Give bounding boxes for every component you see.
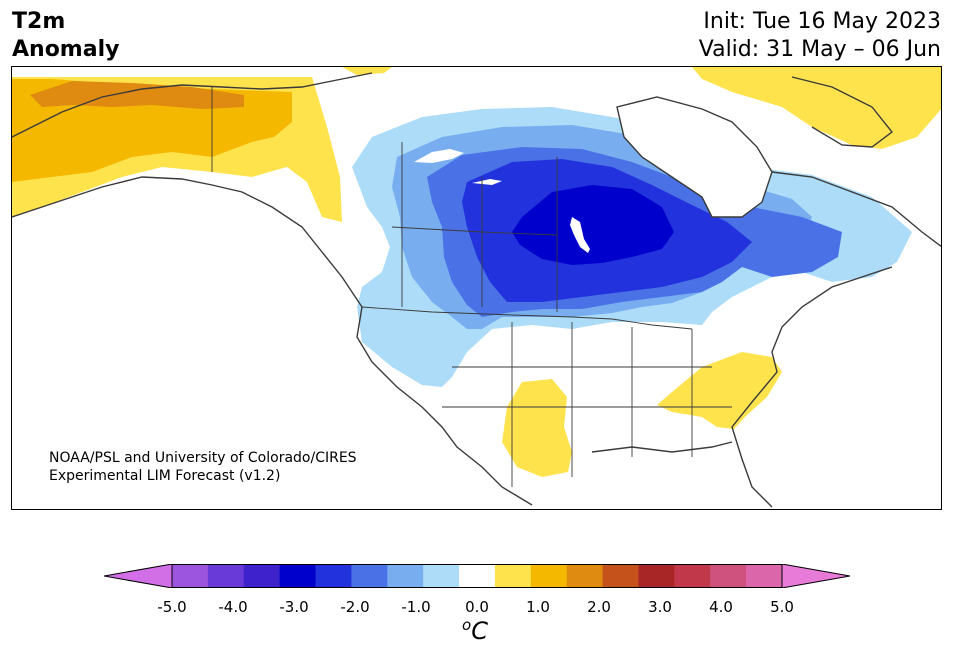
colorbar-segment xyxy=(566,564,604,588)
title-line-1: T2m xyxy=(12,9,66,34)
cold-region-level-5 xyxy=(512,185,674,265)
colorbar-tick-label: 4.0 xyxy=(709,598,733,616)
credit-line-1: NOAA/PSL and University of Colorado/CIRE… xyxy=(49,450,357,466)
colorbar-extend-low xyxy=(104,564,173,588)
political-borders xyxy=(211,87,732,487)
colorbar-segment xyxy=(279,564,317,588)
anomaly-map: NOAA/PSL and University of Colorado/CIRE… xyxy=(11,66,942,510)
colorbar xyxy=(104,564,850,588)
warm-region-alaska-peak xyxy=(30,81,244,109)
unit-celsius: C xyxy=(471,617,488,645)
map-title: T2m Anomaly xyxy=(12,8,119,64)
coastlines xyxy=(12,72,941,508)
unit-label: oC xyxy=(462,616,488,645)
init-date: Init: Tue 16 May 2023 xyxy=(703,9,941,34)
colorbar-segment xyxy=(387,564,424,588)
colorbar-tick-label: 5.0 xyxy=(770,598,794,616)
colorbar-tick-label: -2.0 xyxy=(340,598,370,616)
warm-region-southeast xyxy=(657,352,782,429)
warm-region-greenland xyxy=(692,67,941,149)
colorbar-segment xyxy=(746,564,783,588)
colorbar-tick-label: -3.0 xyxy=(279,598,309,616)
colorbar-segment xyxy=(710,564,747,588)
lake-winnipeg xyxy=(570,217,590,253)
valid-date: Valid: 31 May – 06 Jun xyxy=(698,37,941,62)
colorbar-segment xyxy=(315,564,352,588)
credit-text: NOAA/PSL and University of Colorado/CIRE… xyxy=(49,449,357,485)
credit-line-2: Experimental LIM Forecast (v1.2) xyxy=(49,468,281,484)
colorbar-segment xyxy=(638,564,675,588)
colorbar-segment xyxy=(172,564,209,588)
colorbar-tick-label: -4.0 xyxy=(218,598,248,616)
colorbar-segment xyxy=(423,564,460,588)
lake-athabasca xyxy=(472,179,502,185)
great-slave-lake xyxy=(414,149,464,163)
colorbar-segment xyxy=(351,564,388,588)
colorbar-tick-label: 2.0 xyxy=(587,598,611,616)
colorbar-tick-label: 3.0 xyxy=(648,598,672,616)
colorbar-segment xyxy=(674,564,711,588)
warm-region-north xyxy=(342,67,392,75)
title-line-2: Anomaly xyxy=(12,37,120,62)
unit-degree: o xyxy=(462,616,472,634)
colorbar-segment xyxy=(494,564,532,588)
map-canvas xyxy=(12,67,941,508)
colorbar-tick-label: -5.0 xyxy=(157,598,187,616)
colorbar-outline xyxy=(171,564,783,588)
colorbar-segment xyxy=(459,564,496,588)
colorbar-segment xyxy=(243,564,281,588)
warm-region-southwest xyxy=(502,379,572,477)
colorbar-tick-label: 1.0 xyxy=(526,598,550,616)
colorbar-segment xyxy=(207,564,245,588)
colorbar-segment xyxy=(530,564,568,588)
colorbar-segment xyxy=(602,564,639,588)
colorbar-extend-high xyxy=(781,564,850,588)
forecast-dates: Init: Tue 16 May 2023 Valid: 31 May – 06… xyxy=(699,8,941,64)
colorbar-tick-label: 0.0 xyxy=(465,598,489,616)
colorbar-tick-label: -1.0 xyxy=(401,598,431,616)
hudson-bay xyxy=(617,97,772,217)
